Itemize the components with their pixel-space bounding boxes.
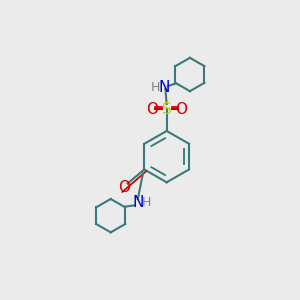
Text: H: H [142,196,152,209]
Text: O: O [118,180,130,195]
Text: S: S [162,102,172,117]
Text: N: N [132,195,143,210]
Text: O: O [175,102,187,117]
Text: H: H [150,81,160,94]
Text: O: O [146,102,158,117]
Text: N: N [158,80,170,95]
